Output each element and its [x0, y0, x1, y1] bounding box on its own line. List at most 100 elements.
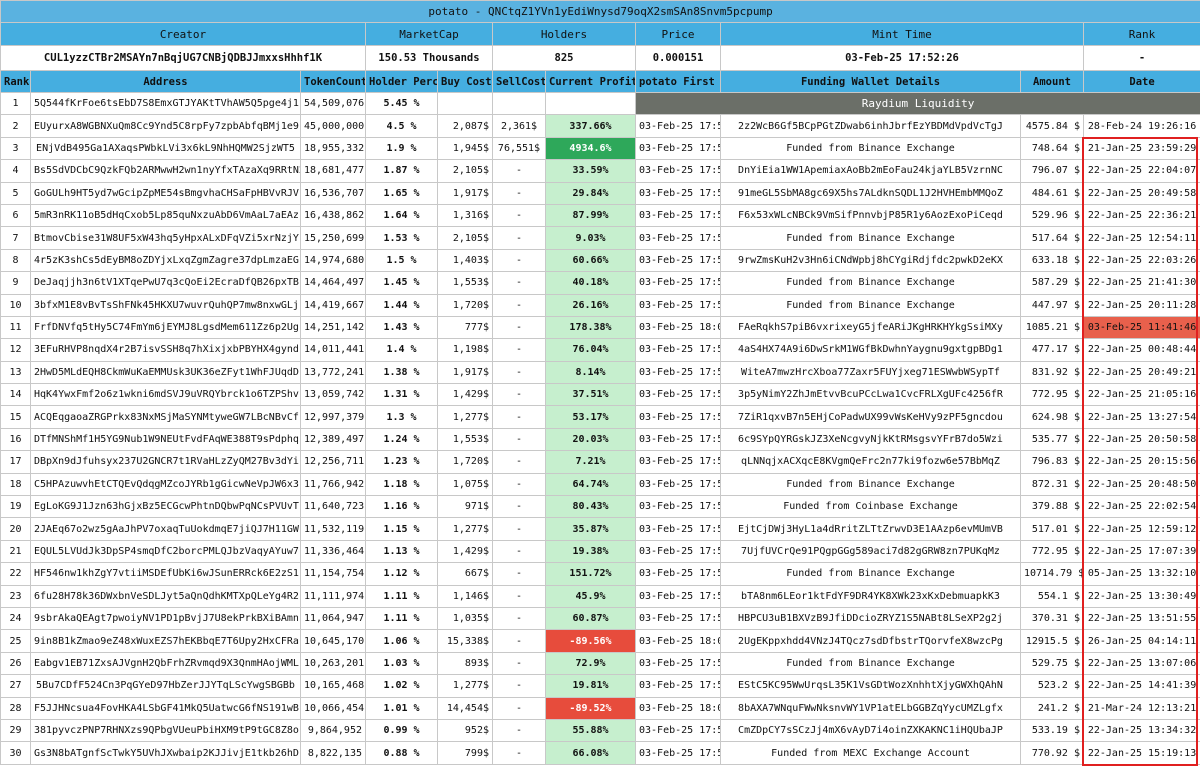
rank: 29 — [0, 718, 31, 743]
first-trade: 03-Feb-25 17:59:01 — [635, 517, 721, 541]
column-header: SellCost — [492, 70, 546, 93]
holder-percent: 1.38 % — [365, 360, 438, 385]
summary-value: 03-Feb-25 17:52:26 — [720, 45, 1084, 71]
rank: 16 — [0, 427, 31, 452]
sell-cost: - — [492, 226, 546, 250]
funding-wallet: Funded from Binance Exchange — [720, 293, 1021, 317]
holder-row: 24 9sbrAkaQEAgt7pwoiyNV1PD1pBvjJ7U8ekPrkB… — [0, 606, 1200, 631]
current-profit: 9.03% — [545, 226, 636, 250]
column-header: TokenCount — [300, 70, 366, 93]
holder-percent: 1.12 % — [365, 562, 438, 586]
current-profit: 55.88% — [545, 718, 636, 743]
column-header: Amount — [1020, 70, 1084, 93]
amount: 772.95 $ — [1020, 539, 1084, 564]
date: 22-Jan-25 17:07:39 — [1082, 539, 1200, 564]
empty-cell — [492, 91, 546, 116]
amount: 241.2 $ — [1020, 696, 1084, 720]
rank: 30 — [0, 741, 31, 765]
current-profit: 29.84% — [545, 181, 636, 205]
holder-percent: 1.11 % — [365, 584, 438, 608]
current-profit: 4934.6% — [545, 136, 636, 161]
holder-row: 1 5Q544fKrFoe6tsEbD7S8EmxGTJYAKtTVhAW5Q5p… — [0, 91, 1200, 116]
holder-row: 13 2HwD5MLdEQH8CkmWuKaEMMUsk3UK36eZFyt1Wh… — [0, 360, 1200, 385]
summary-value-row: CUL1yzzCTBr2MSAYn7nBqjUG7CNBjQDBJJmxxsHh… — [0, 45, 1200, 71]
holder-row: 7 BtmovCbise31W8UF5xW43hq5yHpxALxDFqVZi5x… — [0, 226, 1200, 250]
date: 22-Jan-25 20:11:28 — [1082, 293, 1200, 317]
column-header: Rank — [0, 70, 31, 93]
amount: 872.31 $ — [1020, 472, 1084, 497]
holder-percent: 1.87 % — [365, 159, 438, 183]
amount: 517.01 $ — [1020, 517, 1084, 541]
current-profit: 19.81% — [545, 674, 636, 698]
current-profit: 87.99% — [545, 203, 636, 228]
date: 22-Jan-25 13:27:54 — [1082, 405, 1200, 429]
token-count: 12,256,711 — [300, 450, 366, 474]
current-profit: 8.14% — [545, 360, 636, 385]
sell-cost: - — [492, 606, 546, 631]
buy-cost: 14,454$ — [437, 696, 493, 720]
sell-cost: - — [492, 360, 546, 385]
summary-value: CUL1yzzCTBr2MSAYn7nBqjUG7CNBjQDBJJmxxsHh… — [0, 45, 366, 71]
current-profit: 26.16% — [545, 293, 636, 317]
buy-cost: 971$ — [437, 495, 493, 519]
holder-percent: 1.18 % — [365, 472, 438, 497]
holder-percent: 1.44 % — [365, 293, 438, 317]
date: 05-Jan-25 13:32:10 — [1082, 562, 1200, 586]
date: 22-Jan-25 20:49:21 — [1082, 360, 1200, 385]
buy-cost: 777$ — [437, 315, 493, 340]
first-trade: 03-Feb-25 17:58:58 — [635, 450, 721, 474]
summary-value: 150.53 Thousands — [365, 45, 493, 71]
first-trade: 03-Feb-25 18:00:25 — [635, 315, 721, 340]
holder-row: 20 2JAEq67o2wz5gAaJhPV7oxaqTuUokdmqE7jiQJ… — [0, 517, 1200, 541]
buy-cost: 667$ — [437, 562, 493, 586]
date: 22-Jan-25 14:41:39 — [1082, 674, 1200, 698]
address: HF546nw1khZgY7vtiiMSDEfUbKi6wJSunERRck6E… — [30, 562, 301, 586]
current-profit: 45.9% — [545, 584, 636, 608]
sell-cost: - — [492, 383, 546, 407]
funding-wallet: CmZDpCY7sSCzJj4mX6vAyD7i4oinZXKAKNC1iHQU… — [720, 718, 1021, 743]
funding-wallet: DnYiEia1WW1ApemiaxAoBb2mEoFau24kjaYLB5Vz… — [720, 159, 1021, 183]
holder-row: 11 FrfDNVfq5tHy5C74FmYm6jEYMJ8LgsdMem611Z… — [0, 315, 1200, 340]
holder-percent: 1.4 % — [365, 338, 438, 362]
first-trade: 03-Feb-25 17:58:57 — [635, 181, 721, 205]
sell-cost: - — [492, 405, 546, 429]
token-count: 54,509,076 — [300, 91, 366, 116]
holder-row: 29 381pyvczPNP7RHNXzs9QPbgVUeuPbiHXM9tP9t… — [0, 718, 1200, 743]
first-trade: 03-Feb-25 17:58:56 — [635, 248, 721, 273]
token-count: 18,681,477 — [300, 159, 366, 183]
token-count: 10,645,170 — [300, 629, 366, 653]
holder-percent: 1.5 % — [365, 248, 438, 273]
first-trade: 03-Feb-25 18:02:34 — [635, 696, 721, 720]
current-profit: 40.18% — [545, 271, 636, 295]
amount: 535.77 $ — [1020, 427, 1084, 452]
holder-row: 8 4r5zK3shCs5dEyBM8oZDYjxLxqZgmZagre37dpL… — [0, 248, 1200, 273]
first-trade: 03-Feb-25 18:03:54 — [635, 629, 721, 653]
holder-row: 2 EUyurxA8WGBNXuQm8Cc9Ynd5C8rpFy7zpbAbfqB… — [0, 114, 1200, 138]
holder-percent: 1.45 % — [365, 271, 438, 295]
first-trade: 03-Feb-25 17:59:00 — [635, 427, 721, 452]
funding-wallet: 3p5yNimY2ZhJmEtvvBcuPCcLwa1CvcFRLXgUFc42… — [720, 383, 1021, 407]
token-count: 14,974,680 — [300, 248, 366, 273]
address: 6fu28H78k36DWxbnVeSDLJyt5aQnQdhKMTXpQLeY… — [30, 584, 301, 608]
holder-percent: 1.43 % — [365, 315, 438, 340]
buy-cost: 1,720$ — [437, 293, 493, 317]
buy-cost: 1,917$ — [437, 181, 493, 205]
first-trade: 03-Feb-25 17:58:58 — [635, 293, 721, 317]
rank: 22 — [0, 562, 31, 586]
amount: 624.98 $ — [1020, 405, 1084, 429]
date: 22-Jan-25 13:34:32 — [1082, 718, 1200, 743]
column-header: potato First Trade — [635, 70, 721, 93]
date: 22-Jan-25 22:03:26 — [1082, 248, 1200, 273]
holder-row: 28 F5JJHNcsua4FovHKA4LSbGF41MkQ5UatwcG6fN… — [0, 696, 1200, 720]
sell-cost: - — [492, 517, 546, 541]
token-count: 16,536,707 — [300, 181, 366, 205]
rank: 24 — [0, 606, 31, 631]
funding-wallet: 2UgEKppxhdd4VNzJ4TQcz7sdDfbstrTQorvfeX8w… — [720, 629, 1021, 653]
amount: 517.64 $ — [1020, 226, 1084, 250]
first-trade: 03-Feb-25 17:59:00 — [635, 539, 721, 564]
buy-cost: 1,277$ — [437, 674, 493, 698]
holder-row: 21 EQUL5LVUdJk3DpSP4smqDfC2borcPMLQJbzVaq… — [0, 539, 1200, 564]
current-profit: 37.51% — [545, 383, 636, 407]
first-trade: 03-Feb-25 17:59:01 — [635, 741, 721, 765]
